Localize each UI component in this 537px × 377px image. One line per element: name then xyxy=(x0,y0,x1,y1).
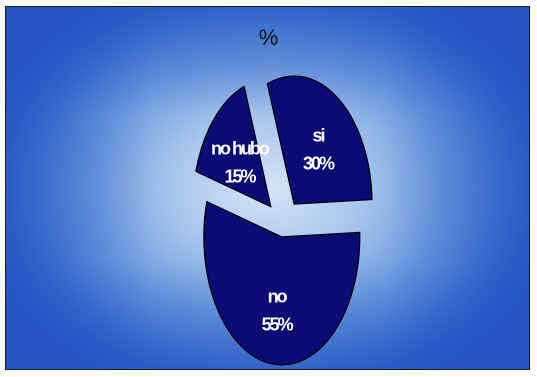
slice-label-percent: 30% xyxy=(303,154,335,174)
pie-slice-no xyxy=(203,200,361,366)
pie-chart: si 30% no 55% no hubo 15% xyxy=(195,75,373,366)
slice-label-category: si xyxy=(313,126,325,146)
pie-slice-si xyxy=(266,75,373,205)
slice-label-percent: 55% xyxy=(262,315,294,335)
slice-label-category: no xyxy=(268,287,288,307)
slice-label-percent: 15% xyxy=(224,167,256,187)
pie-slice-no-hubo xyxy=(195,85,272,208)
slice-label-category: no hubo xyxy=(211,139,270,159)
chart-title: % xyxy=(258,25,279,50)
chart-area: % si 30% no 55% no hubo 15% xyxy=(5,6,530,370)
